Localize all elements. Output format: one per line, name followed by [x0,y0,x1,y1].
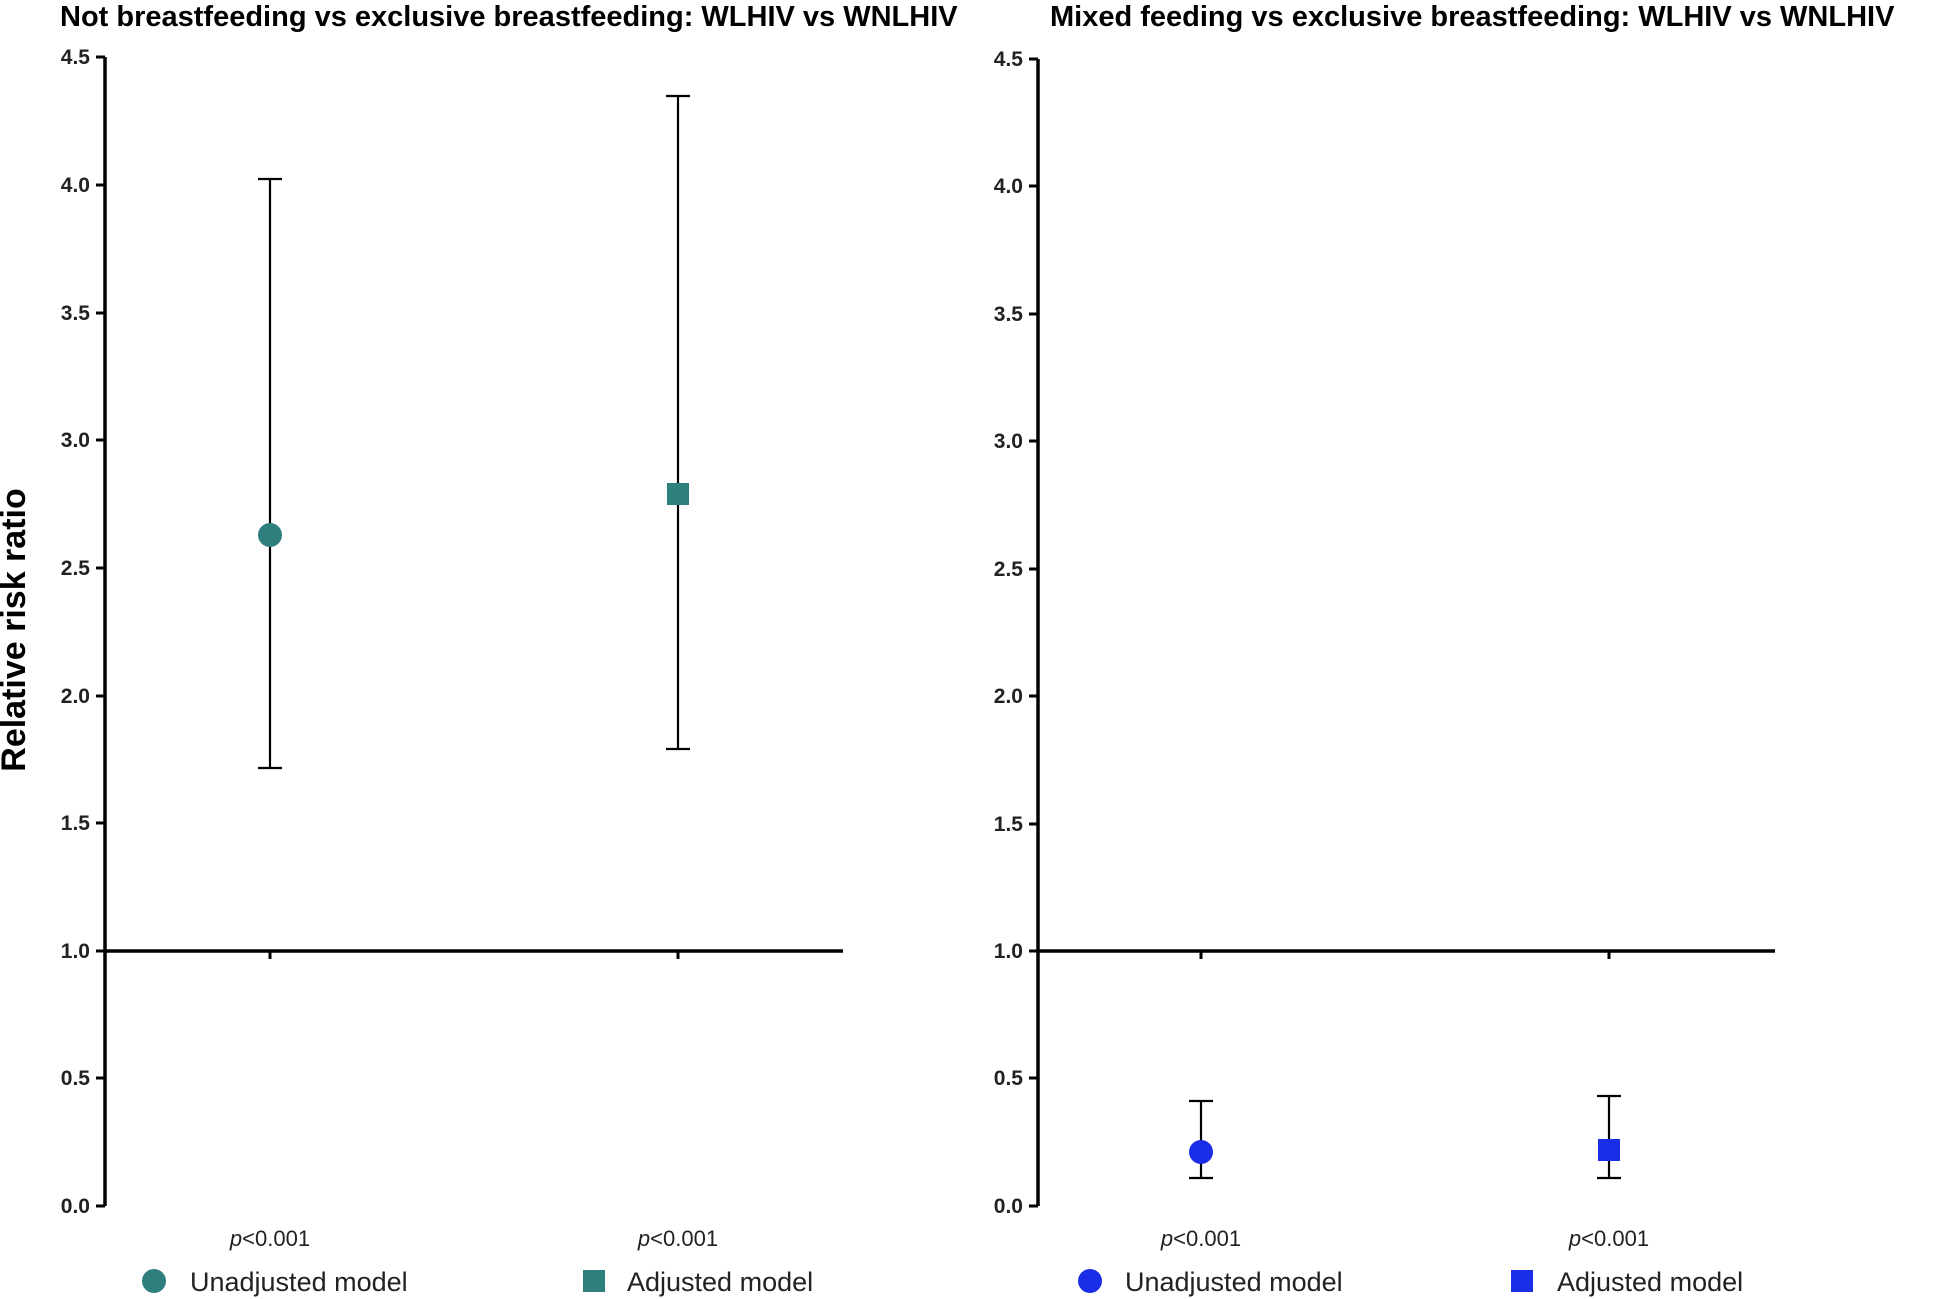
series-unadjusted: p<0.001 [229,177,310,1251]
y-tick: 4.5 [994,48,1038,71]
legend-label: Adjusted model [1557,1267,1743,1297]
y-tick-label: 0.0 [61,1195,90,1218]
y-tick-label: 0.0 [994,1195,1023,1218]
legend-label: Unadjusted model [1125,1267,1343,1297]
series-unadjusted: p<0.001 [1160,1099,1241,1251]
y-tick-label: 4.0 [61,174,90,197]
p-value-label: p<0.001 [229,1226,310,1251]
legend-label: Unadjusted model [190,1267,408,1297]
y-tick-label: 0.5 [994,1067,1024,1090]
y-tick: 3.0 [61,429,105,452]
y-tick: 2.5 [61,557,105,580]
y-tick: 4.5 [61,46,105,69]
point-marker-circle [258,523,282,547]
y-tick-label: 3.0 [61,429,90,452]
legend-marker-circle [142,1269,166,1293]
y-tick: 2.0 [994,685,1038,708]
y-tick: 2.0 [61,685,105,708]
panel-title: Not breastfeeding vs exclusive breastfee… [60,1,958,33]
y-tick-label: 4.0 [994,175,1023,198]
y-tick-label: 1.0 [994,940,1023,963]
y-tick: 0.5 [61,1067,105,1090]
legend-marker-circle [1078,1269,1102,1293]
y-tick-label: 1.5 [994,813,1024,836]
y-tick-label: 4.5 [61,46,91,69]
y-tick: 1.5 [61,812,105,835]
y-ticks: 0.0 0.5 1.0 1.5 2.0 2.5 [994,48,1038,1218]
point-marker-square [667,483,689,505]
series-adjusted: p<0.001 [1568,1094,1649,1251]
y-tick-label: 1.0 [61,940,90,963]
y-tick: 4.0 [61,174,105,197]
y-tick-label: 0.5 [61,1067,91,1090]
y-tick: 0.0 [61,1195,105,1218]
y-tick: 4.0 [994,175,1038,198]
y-tick: 1.0 [61,940,105,963]
legend-marker-square [583,1270,605,1292]
panel-title: Mixed feeding vs exclusive breastfeeding… [1050,1,1895,33]
y-tick-label: 3.5 [61,302,91,325]
y-tick-label: 3.5 [994,303,1024,326]
y-tick: 3.0 [994,430,1038,453]
legend: Unadjusted model Adjusted model [142,1267,813,1297]
p-value-label: p<0.001 [637,1226,718,1251]
y-tick: 3.5 [994,303,1038,326]
panel-not-breastfeeding: Not breastfeeding vs exclusive breastfee… [60,1,958,1297]
panel-mixed-feeding: Mixed feeding vs exclusive breastfeeding… [994,1,1895,1297]
point-marker-square [1598,1139,1620,1161]
y-tick: 1.0 [994,940,1038,963]
p-value-label: p<0.001 [1160,1226,1241,1251]
y-tick-label: 1.5 [61,812,91,835]
y-tick-label: 4.5 [994,48,1024,71]
y-tick: 0.0 [994,1195,1038,1218]
y-tick: 2.5 [994,558,1038,581]
y-tick: 3.5 [61,302,105,325]
y-tick: 1.5 [994,813,1038,836]
series-adjusted: p<0.001 [637,94,718,1251]
y-tick-label: 2.5 [61,557,91,580]
p-value-label: p<0.001 [1568,1226,1649,1251]
y-tick: 0.5 [994,1067,1038,1090]
legend-label: Adjusted model [627,1267,813,1297]
y-tick-label: 2.0 [994,685,1023,708]
legend-marker-square [1511,1270,1533,1292]
y-axis-label: Relative risk ratio [0,488,33,771]
y-tick-label: 2.0 [61,685,90,708]
point-marker-circle [1189,1140,1213,1164]
y-tick-label: 3.0 [994,430,1023,453]
y-tick-label: 2.5 [994,558,1024,581]
legend: Unadjusted model Adjusted model [1078,1267,1743,1297]
y-ticks: 0.0 0.5 1.0 1.5 2.0 2.5 [61,46,105,1218]
